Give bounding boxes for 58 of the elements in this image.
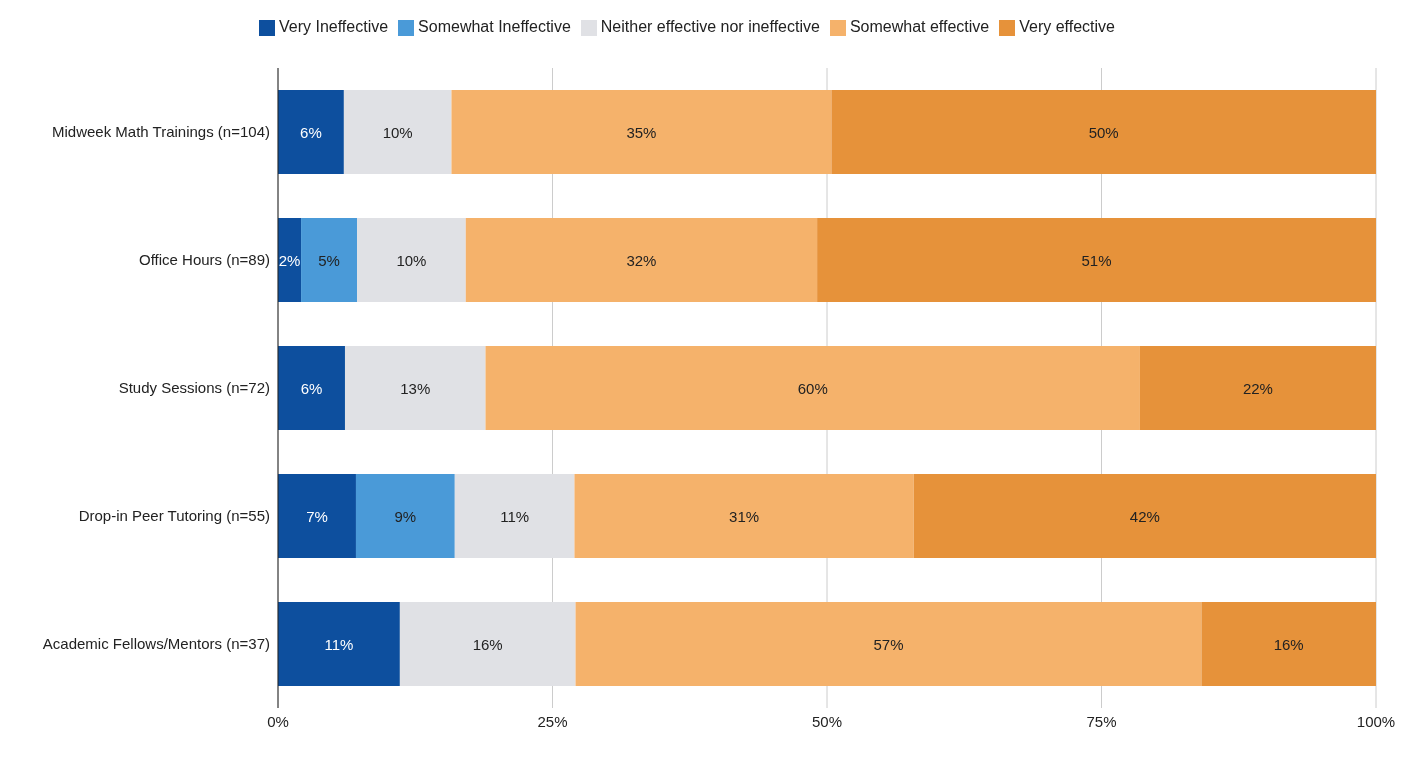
data-label: 32% xyxy=(626,251,657,269)
data-label: 11% xyxy=(324,635,354,653)
bar xyxy=(485,346,1140,430)
legend-label: Somewhat effective xyxy=(849,18,990,35)
bar xyxy=(454,474,575,558)
y-tick-label: Study Sessions (n=72) xyxy=(118,379,270,397)
data-label: 7% xyxy=(306,507,328,525)
data-label: 10% xyxy=(396,251,427,269)
bar xyxy=(344,346,486,430)
data-label: 35% xyxy=(626,123,657,141)
bar xyxy=(574,474,914,558)
bar xyxy=(451,90,832,174)
data-label: 51% xyxy=(1081,251,1112,269)
bar xyxy=(278,346,345,430)
y-tick-label: Drop-in Peer Tutoring (n=55) xyxy=(78,507,270,525)
bar xyxy=(355,474,455,558)
bar xyxy=(1201,602,1376,686)
y-tick-label: Academic Fellows/Mentors (n=37) xyxy=(42,635,270,653)
bar xyxy=(831,90,1376,174)
legend-label: Neither effective nor ineffective xyxy=(600,18,820,35)
legend-label: Very Ineffective xyxy=(279,18,389,35)
data-label: 9% xyxy=(394,507,417,525)
data-label: 10% xyxy=(382,123,413,141)
legend-label: Very effective xyxy=(1019,18,1115,35)
y-tick-label: Office Hours (n=89) xyxy=(138,251,270,269)
bar xyxy=(278,90,344,174)
data-label: 22% xyxy=(1242,379,1273,397)
bar xyxy=(278,474,356,558)
data-label: 16% xyxy=(1273,635,1304,653)
data-label: 60% xyxy=(797,379,828,397)
legend-label: Somewhat Ineffective xyxy=(418,18,571,35)
x-tick-label: 100% xyxy=(1356,712,1396,730)
bar xyxy=(817,218,1376,302)
bar xyxy=(301,218,358,302)
bar xyxy=(278,602,400,686)
bar xyxy=(399,602,576,686)
bar xyxy=(575,602,1202,686)
data-label: 11% xyxy=(500,507,530,525)
bar xyxy=(357,218,466,302)
x-tick-label: 75% xyxy=(1086,712,1117,730)
data-label: 13% xyxy=(400,379,431,397)
data-label: 2% xyxy=(278,251,301,269)
data-label: 6% xyxy=(300,379,323,397)
x-tick-label: 50% xyxy=(811,712,843,730)
bar xyxy=(913,474,1376,558)
bar xyxy=(465,218,818,302)
data-label: 42% xyxy=(1129,507,1160,525)
bar xyxy=(1139,346,1376,430)
x-tick-label: 25% xyxy=(537,712,568,730)
y-tick-label: Midweek Math Trainings (n=104) xyxy=(51,123,270,141)
data-label: 5% xyxy=(318,251,340,269)
data-label: 31% xyxy=(729,507,760,525)
x-tick-label: 0% xyxy=(267,712,289,730)
data-label: 50% xyxy=(1088,123,1119,141)
data-label: 6% xyxy=(300,123,322,141)
data-label: 16% xyxy=(472,635,503,653)
bar xyxy=(343,90,452,174)
data-label: 57% xyxy=(873,635,904,653)
